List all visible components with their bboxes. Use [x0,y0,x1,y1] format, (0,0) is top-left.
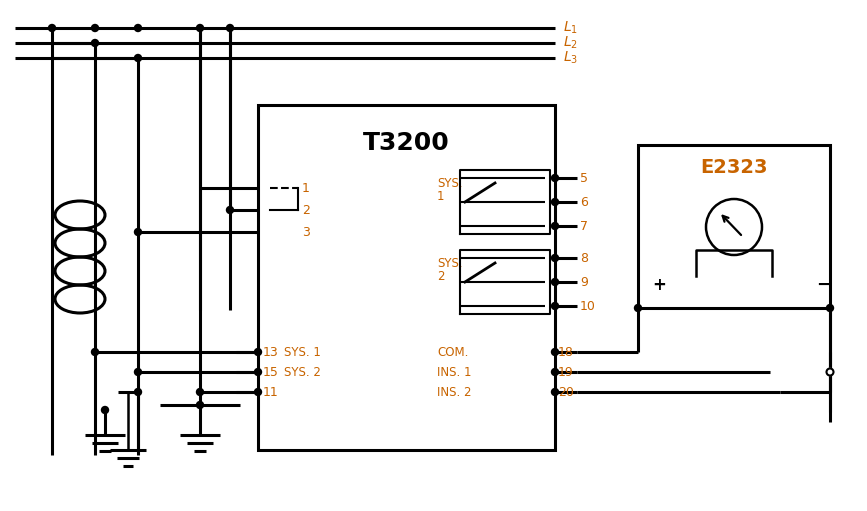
Text: 15: 15 [263,365,279,379]
Text: $L_1$: $L_1$ [563,20,578,36]
Text: 18: 18 [558,345,574,359]
Circle shape [826,305,833,312]
Text: 3: 3 [302,225,310,239]
Circle shape [551,349,558,356]
Text: 1: 1 [437,190,445,202]
Text: COM.: COM. [437,345,468,359]
Text: T3200: T3200 [363,131,450,155]
Circle shape [551,174,558,181]
Circle shape [92,39,99,47]
Text: E2323: E2323 [701,157,768,176]
Circle shape [134,25,141,32]
Circle shape [101,406,108,413]
Text: +: + [652,276,666,294]
Text: INS. 1: INS. 1 [437,365,472,379]
Circle shape [226,206,233,214]
Circle shape [551,198,558,205]
Bar [638,145,830,308]
Bar [258,105,555,450]
Text: 13: 13 [263,345,279,359]
Circle shape [197,402,204,408]
Circle shape [635,305,642,312]
Text: $L_2$: $L_2$ [563,35,578,51]
Text: 1: 1 [302,181,310,195]
Circle shape [134,228,141,236]
Text: 6: 6 [580,196,588,208]
Text: 19: 19 [558,365,574,379]
Circle shape [134,368,141,376]
Circle shape [197,25,204,32]
Text: $L_3$: $L_3$ [563,50,578,66]
Circle shape [255,388,262,396]
Text: 20: 20 [558,385,574,399]
Circle shape [49,25,55,32]
Circle shape [826,368,833,376]
Text: SYS. 1: SYS. 1 [284,345,321,359]
Circle shape [255,368,262,376]
Text: SYS.: SYS. [437,176,463,190]
Text: 7: 7 [580,220,588,233]
Circle shape [551,222,558,229]
Text: 2: 2 [437,269,445,283]
Text: 8: 8 [580,251,588,265]
Text: SYS. 2: SYS. 2 [284,365,321,379]
Circle shape [197,388,204,396]
Circle shape [92,349,99,356]
Text: 10: 10 [580,299,596,313]
Text: 2: 2 [302,203,310,217]
Text: 11: 11 [263,385,279,399]
Circle shape [92,25,99,32]
Circle shape [551,278,558,286]
Text: −: − [816,276,831,294]
Circle shape [551,388,558,396]
Text: 5: 5 [580,172,588,184]
Circle shape [226,25,233,32]
Circle shape [551,303,558,310]
Circle shape [551,254,558,262]
Text: 9: 9 [580,275,588,289]
Circle shape [134,388,141,396]
Circle shape [551,368,558,376]
Text: INS. 2: INS. 2 [437,385,472,399]
Circle shape [255,349,262,356]
Text: SYS.: SYS. [437,257,463,269]
Circle shape [134,55,141,61]
